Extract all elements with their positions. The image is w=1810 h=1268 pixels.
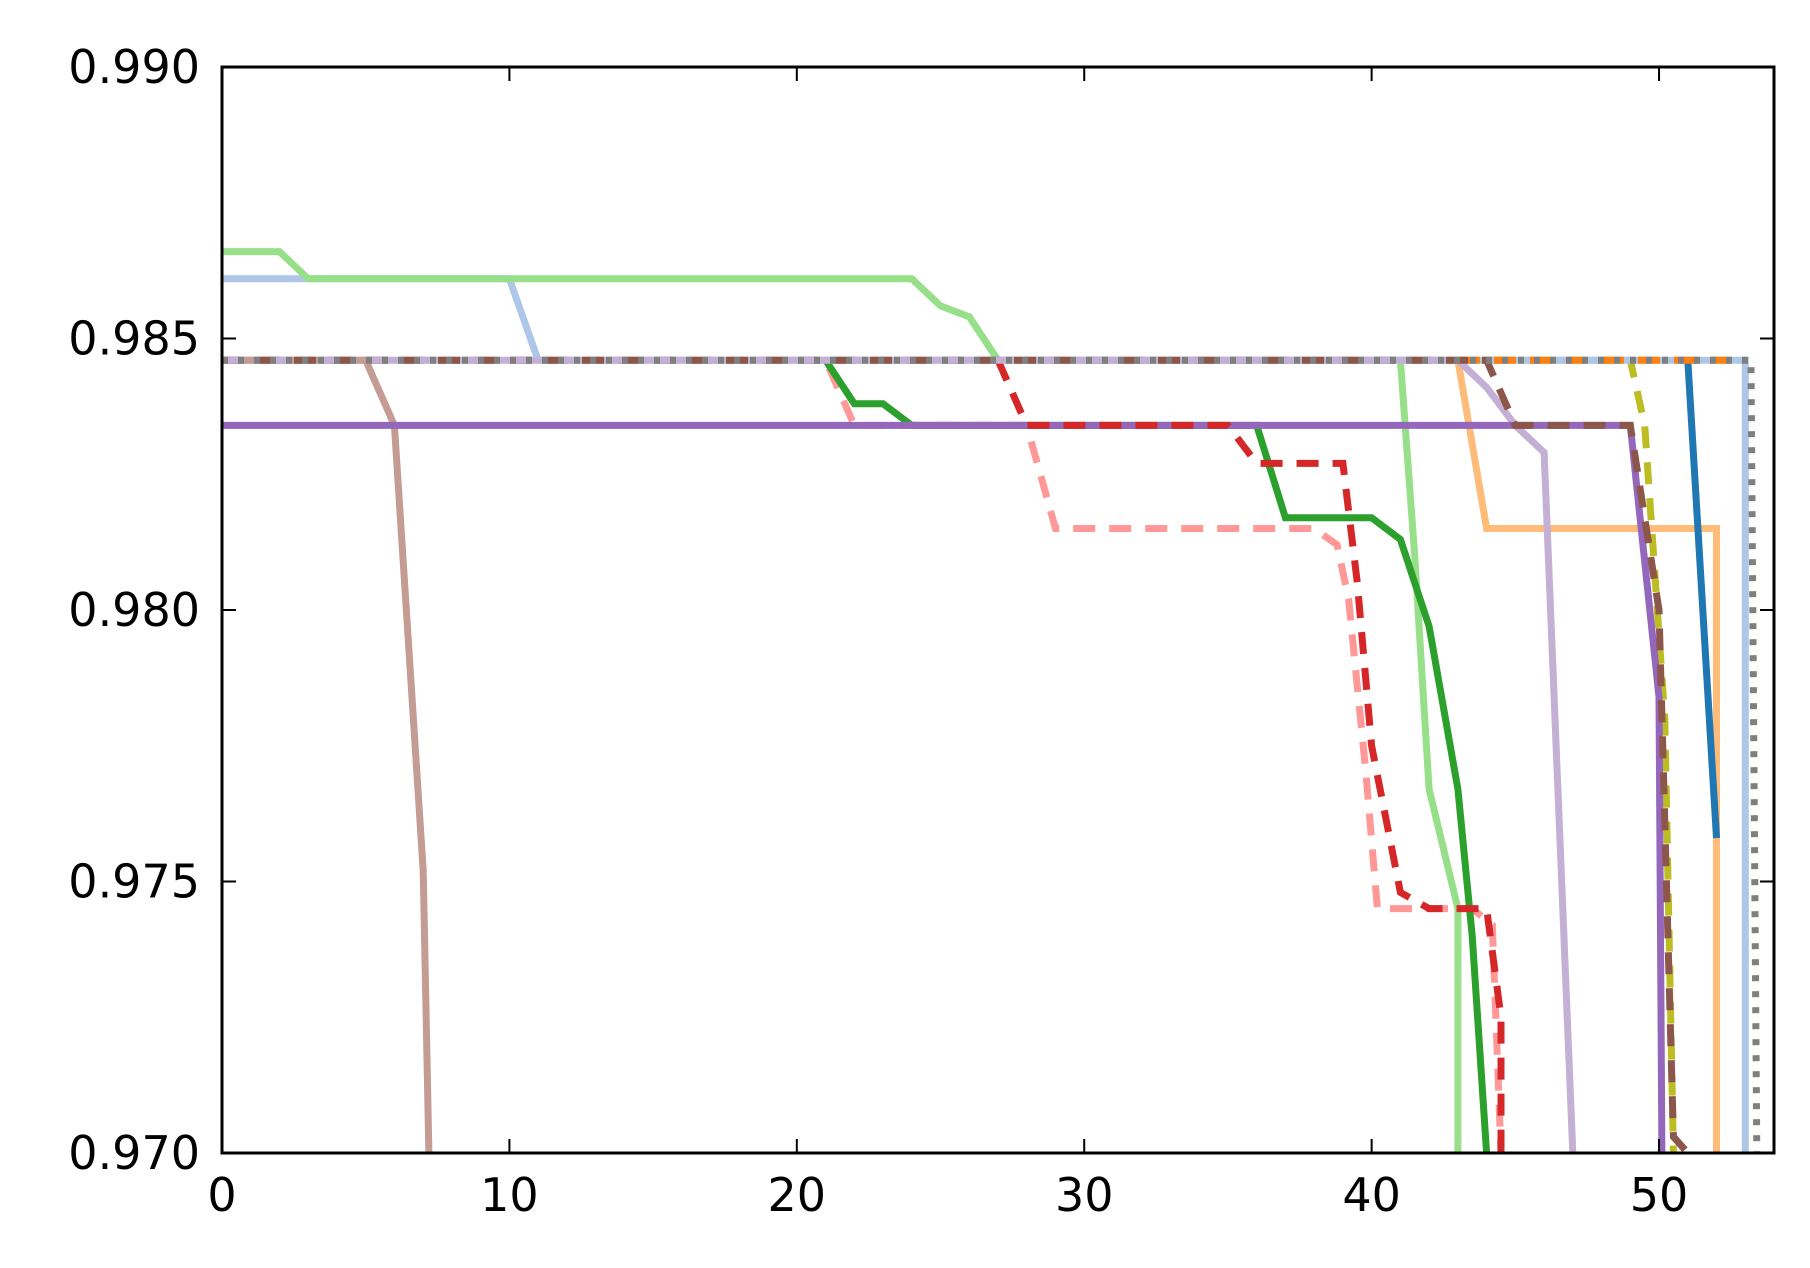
y-tick-label: 0.990 (68, 40, 200, 94)
series-line-7 (1684, 359, 1720, 839)
series-line-6 (1454, 359, 1720, 1153)
y-axis-tick-labels: 0.970 0.975 0.980 0.985 0.990 (68, 40, 200, 1180)
x-tick-label: 40 (1342, 1168, 1401, 1222)
plot-area (222, 67, 1774, 1153)
series-line-10 (222, 421, 1666, 1153)
series-line-11 (994, 358, 1505, 1153)
y-tick-label: 0.975 (68, 855, 200, 909)
y-tick-label: 0.980 (68, 583, 200, 637)
y-tick-label: 0.970 (68, 1126, 200, 1180)
series-line-4 (222, 248, 1462, 1153)
x-axis-tick-labels: 0 10 20 30 40 50 (207, 1168, 1688, 1222)
series-line-5 (822, 358, 1491, 1153)
x-tick-label: 20 (768, 1168, 827, 1222)
series-layer (222, 248, 1761, 1153)
x-tick-label: 50 (1630, 1168, 1689, 1222)
x-tick-label: 10 (480, 1168, 539, 1222)
tick-marks (221, 66, 1774, 1154)
x-tick-label: 0 (207, 1168, 236, 1222)
y-tick-label: 0.985 (68, 312, 200, 366)
x-tick-label: 30 (1055, 1168, 1114, 1222)
